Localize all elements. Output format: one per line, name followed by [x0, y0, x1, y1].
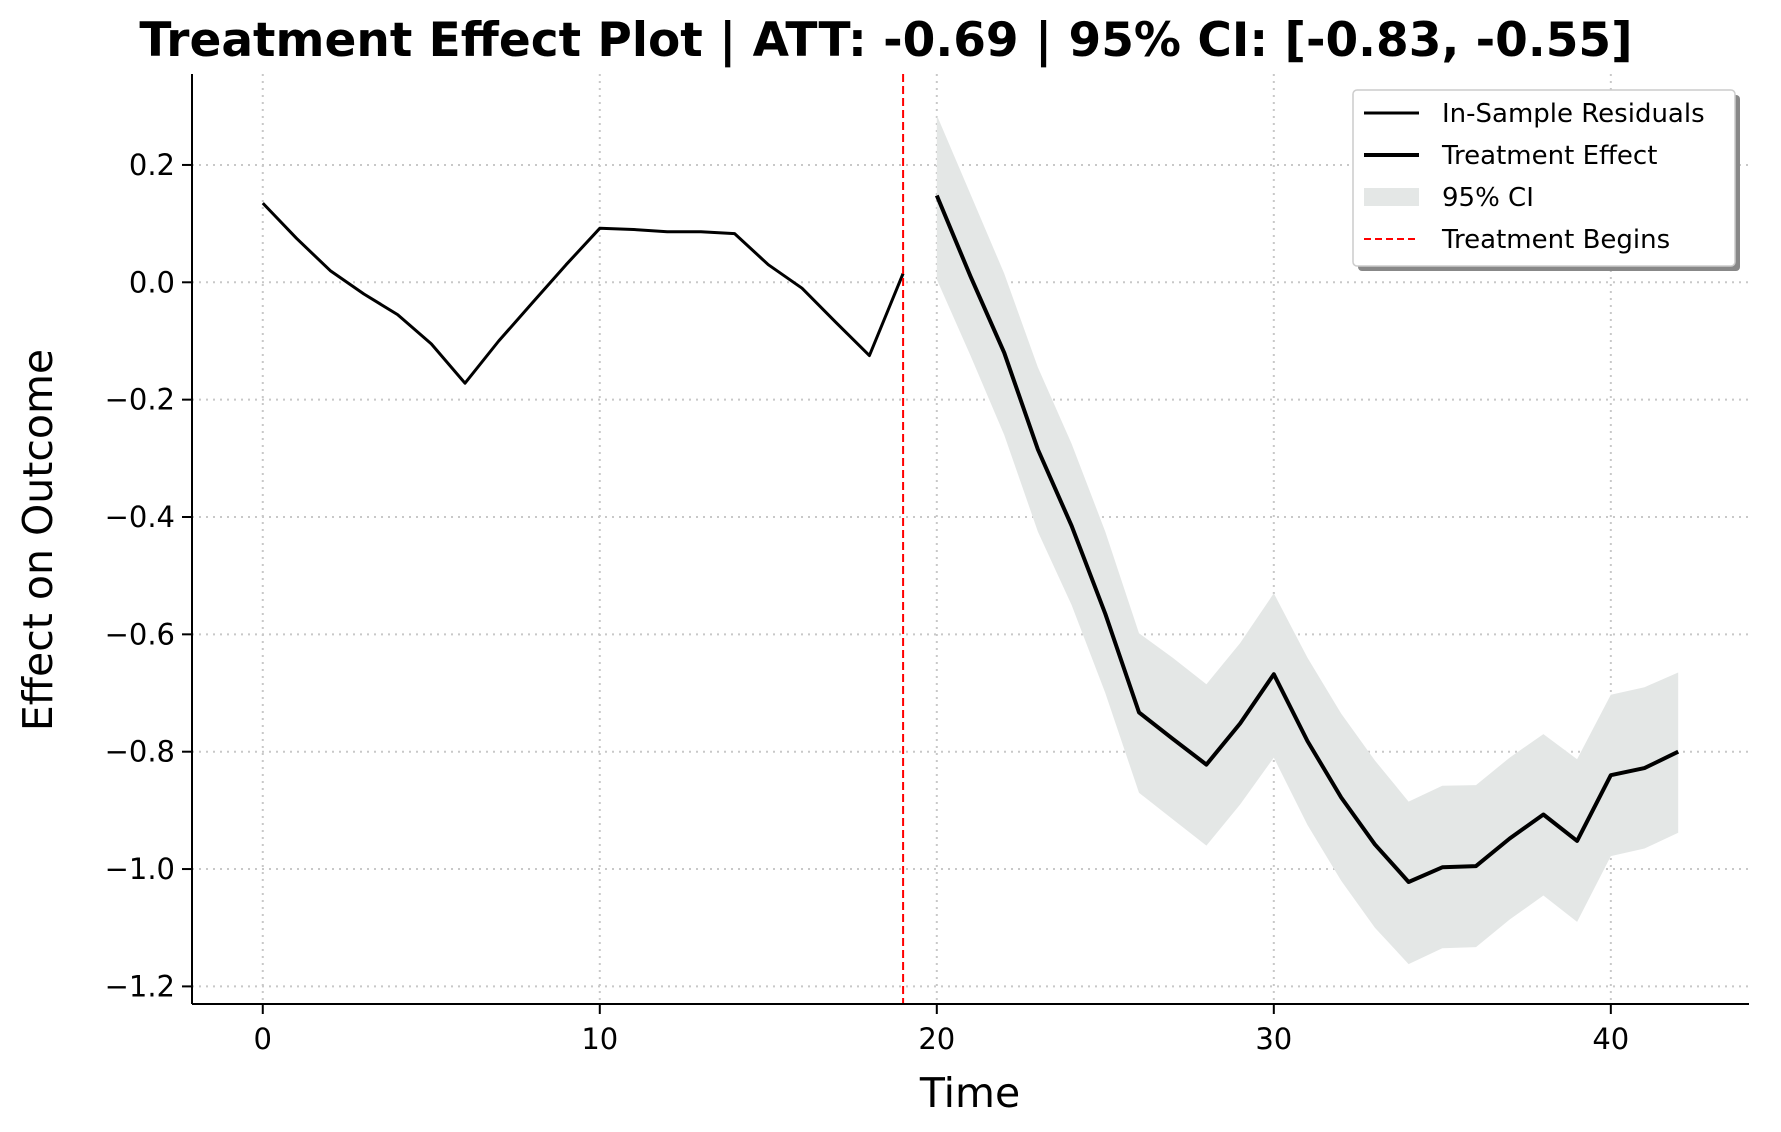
legend-box — [1352, 89, 1736, 267]
x-tick-label-0: 0 — [254, 1022, 272, 1056]
legend: In-Sample Residuals Treatment Effect 95% C… — [1352, 89, 1740, 271]
y-axis-label: Effect on Outcome — [14, 349, 62, 731]
axes — [191, 74, 1749, 1005]
grid — [192, 74, 1749, 1004]
y-tick-label-0: 0.2 — [129, 148, 175, 182]
x-tick-label-1: 10 — [581, 1022, 618, 1056]
in-sample-residuals-line — [261, 202, 905, 385]
y-tick-label-7: −1.2 — [105, 969, 175, 1003]
y-tick-label-1: 0.0 — [129, 265, 175, 299]
y-tick-label-5: −0.8 — [105, 735, 175, 769]
chart-title: Treatment Effect Plot | ATT: -0.69 | 95%… — [139, 13, 1632, 68]
legend-label-2: 95% CI — [1442, 183, 1534, 213]
x-tick-label-2: 20 — [918, 1022, 955, 1056]
legend-label-0: In-Sample Residuals — [1442, 99, 1705, 129]
x-tick-label-3: 30 — [1255, 1022, 1292, 1056]
treatment-effect-line — [934, 194, 1680, 884]
ticks: 0 10 20 30 40 0.2 0.0 −0.2 −0.4 −0.6 −0.8 −1.0 −1.2 — [105, 148, 1630, 1056]
ci-layer — [936, 115, 1679, 965]
legend-label-1: Treatment Effect — [1441, 141, 1657, 171]
y-tick-label-3: −0.4 — [105, 500, 175, 534]
ci-band — [936, 115, 1679, 965]
y-tick-label-4: −0.6 — [105, 617, 175, 651]
x-tick-label-4: 40 — [1592, 1022, 1629, 1056]
legend-label-3: Treatment Begins — [1441, 225, 1670, 255]
lines-layer — [261, 74, 1680, 1004]
y-tick-label-2: −0.2 — [105, 383, 175, 417]
legend-swatch-2 — [1364, 188, 1419, 206]
x-axis-label: Time — [919, 1069, 1020, 1117]
y-tick-label-6: −1.0 — [105, 852, 175, 886]
